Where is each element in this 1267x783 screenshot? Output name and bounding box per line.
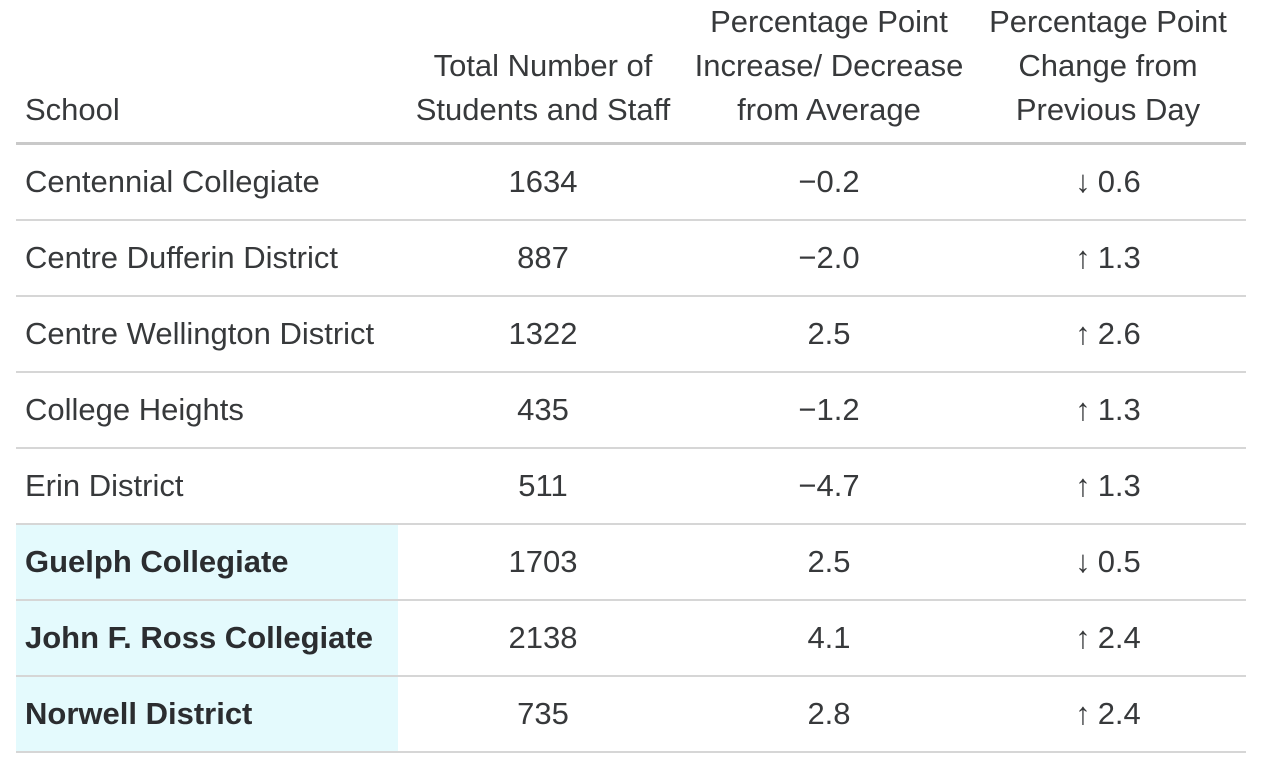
table-row: John F. Ross Collegiate 2138 4.1 ↑ 2.4: [16, 599, 1246, 677]
column-header-line: Students and Staff: [415, 92, 671, 127]
table-row: Centennial Collegiate 1634 −0.2 ↓ 0.6: [16, 143, 1246, 221]
change-value: 1.3: [1097, 391, 1141, 427]
school-stats-table: School Total Number of Students and Staff…: [16, 0, 1246, 753]
column-header-line: from Average: [737, 92, 921, 127]
avg-diff-cell: 2.5: [688, 295, 970, 373]
total-cell: 887: [398, 219, 688, 297]
avg-diff-cell: −1.2: [688, 371, 970, 449]
school-cell: Centre Dufferin District: [16, 219, 398, 297]
avg-diff-cell: 2.8: [688, 675, 970, 753]
prev-change-cell: ↑ 2.4: [970, 675, 1246, 753]
prev-change-cell: ↓ 0.6: [970, 143, 1246, 221]
table-row: College Heights 435 −1.2 ↑ 1.3: [16, 371, 1246, 449]
column-header-line: Increase/ Decrease: [694, 48, 964, 83]
avg-diff-cell: 4.1: [688, 599, 970, 677]
table-row: Centre Dufferin District 887 −2.0 ↑ 1.3: [16, 219, 1246, 297]
total-cell: 2138: [398, 599, 688, 677]
header-row: School Total Number of Students and Staff…: [16, 0, 1246, 145]
change-value: 0.5: [1097, 543, 1141, 579]
prev-change-cell: ↑ 1.3: [970, 371, 1246, 449]
prev-change-cell: ↓ 0.5: [970, 523, 1246, 601]
change-value: 2.4: [1097, 619, 1141, 655]
change-value: 0.6: [1097, 163, 1141, 199]
up-arrow-icon: ↑: [1075, 239, 1091, 275]
column-header-line: School: [25, 92, 120, 127]
column-header-avg-increase-decrease: Percentage Point Increase/ Decrease from A…: [688, 0, 970, 145]
column-header-line: Change from: [1018, 48, 1198, 83]
column-header-total-students-staff: Total Number of Students and Staff: [398, 0, 688, 145]
column-header-school: School: [16, 0, 398, 145]
column-header-line: Previous Day: [1015, 92, 1201, 127]
school-cell: College Heights: [16, 371, 398, 449]
column-header-line: Total Number of: [433, 48, 653, 83]
avg-diff-cell: −2.0: [688, 219, 970, 297]
down-arrow-icon: ↓: [1075, 543, 1091, 579]
up-arrow-icon: ↑: [1075, 315, 1091, 351]
table-row: Norwell District 735 2.8 ↑ 2.4: [16, 675, 1246, 753]
total-cell: 1703: [398, 523, 688, 601]
avg-diff-cell: −0.2: [688, 143, 970, 221]
total-cell: 435: [398, 371, 688, 449]
column-header-line: Percentage Point: [989, 4, 1227, 39]
column-header-change-previous-day: Percentage Point Change from Previous Day: [970, 0, 1246, 145]
change-value: 1.3: [1097, 239, 1141, 275]
avg-diff-cell: −4.7: [688, 447, 970, 525]
up-arrow-icon: ↑: [1075, 619, 1091, 655]
school-cell: Erin District: [16, 447, 398, 525]
school-cell: John F. Ross Collegiate: [16, 599, 398, 677]
up-arrow-icon: ↑: [1075, 695, 1091, 731]
table-header: School Total Number of Students and Staff…: [16, 0, 1246, 145]
table-body: Centennial Collegiate 1634 −0.2 ↓ 0.6 Cen…: [16, 143, 1246, 753]
column-header-line: Percentage Point: [710, 4, 948, 39]
change-value: 1.3: [1097, 467, 1141, 503]
change-value: 2.6: [1097, 315, 1141, 351]
prev-change-cell: ↑ 1.3: [970, 447, 1246, 525]
school-cell: Centre Wellington District: [16, 295, 398, 373]
total-cell: 735: [398, 675, 688, 753]
prev-change-cell: ↑ 1.3: [970, 219, 1246, 297]
prev-change-cell: ↑ 2.6: [970, 295, 1246, 373]
up-arrow-icon: ↑: [1075, 391, 1091, 427]
up-arrow-icon: ↑: [1075, 467, 1091, 503]
table-row: Centre Wellington District 1322 2.5 ↑ 2.6: [16, 295, 1246, 373]
change-value: 2.4: [1097, 695, 1141, 731]
total-cell: 511: [398, 447, 688, 525]
prev-change-cell: ↑ 2.4: [970, 599, 1246, 677]
table-row: Erin District 511 −4.7 ↑ 1.3: [16, 447, 1246, 525]
total-cell: 1634: [398, 143, 688, 221]
table-row: Guelph Collegiate 1703 2.5 ↓ 0.5: [16, 523, 1246, 601]
school-cell: Norwell District: [16, 675, 398, 753]
school-cell: Guelph Collegiate: [16, 523, 398, 601]
school-cell: Centennial Collegiate: [16, 143, 398, 221]
avg-diff-cell: 2.5: [688, 523, 970, 601]
down-arrow-icon: ↓: [1075, 163, 1091, 199]
total-cell: 1322: [398, 295, 688, 373]
